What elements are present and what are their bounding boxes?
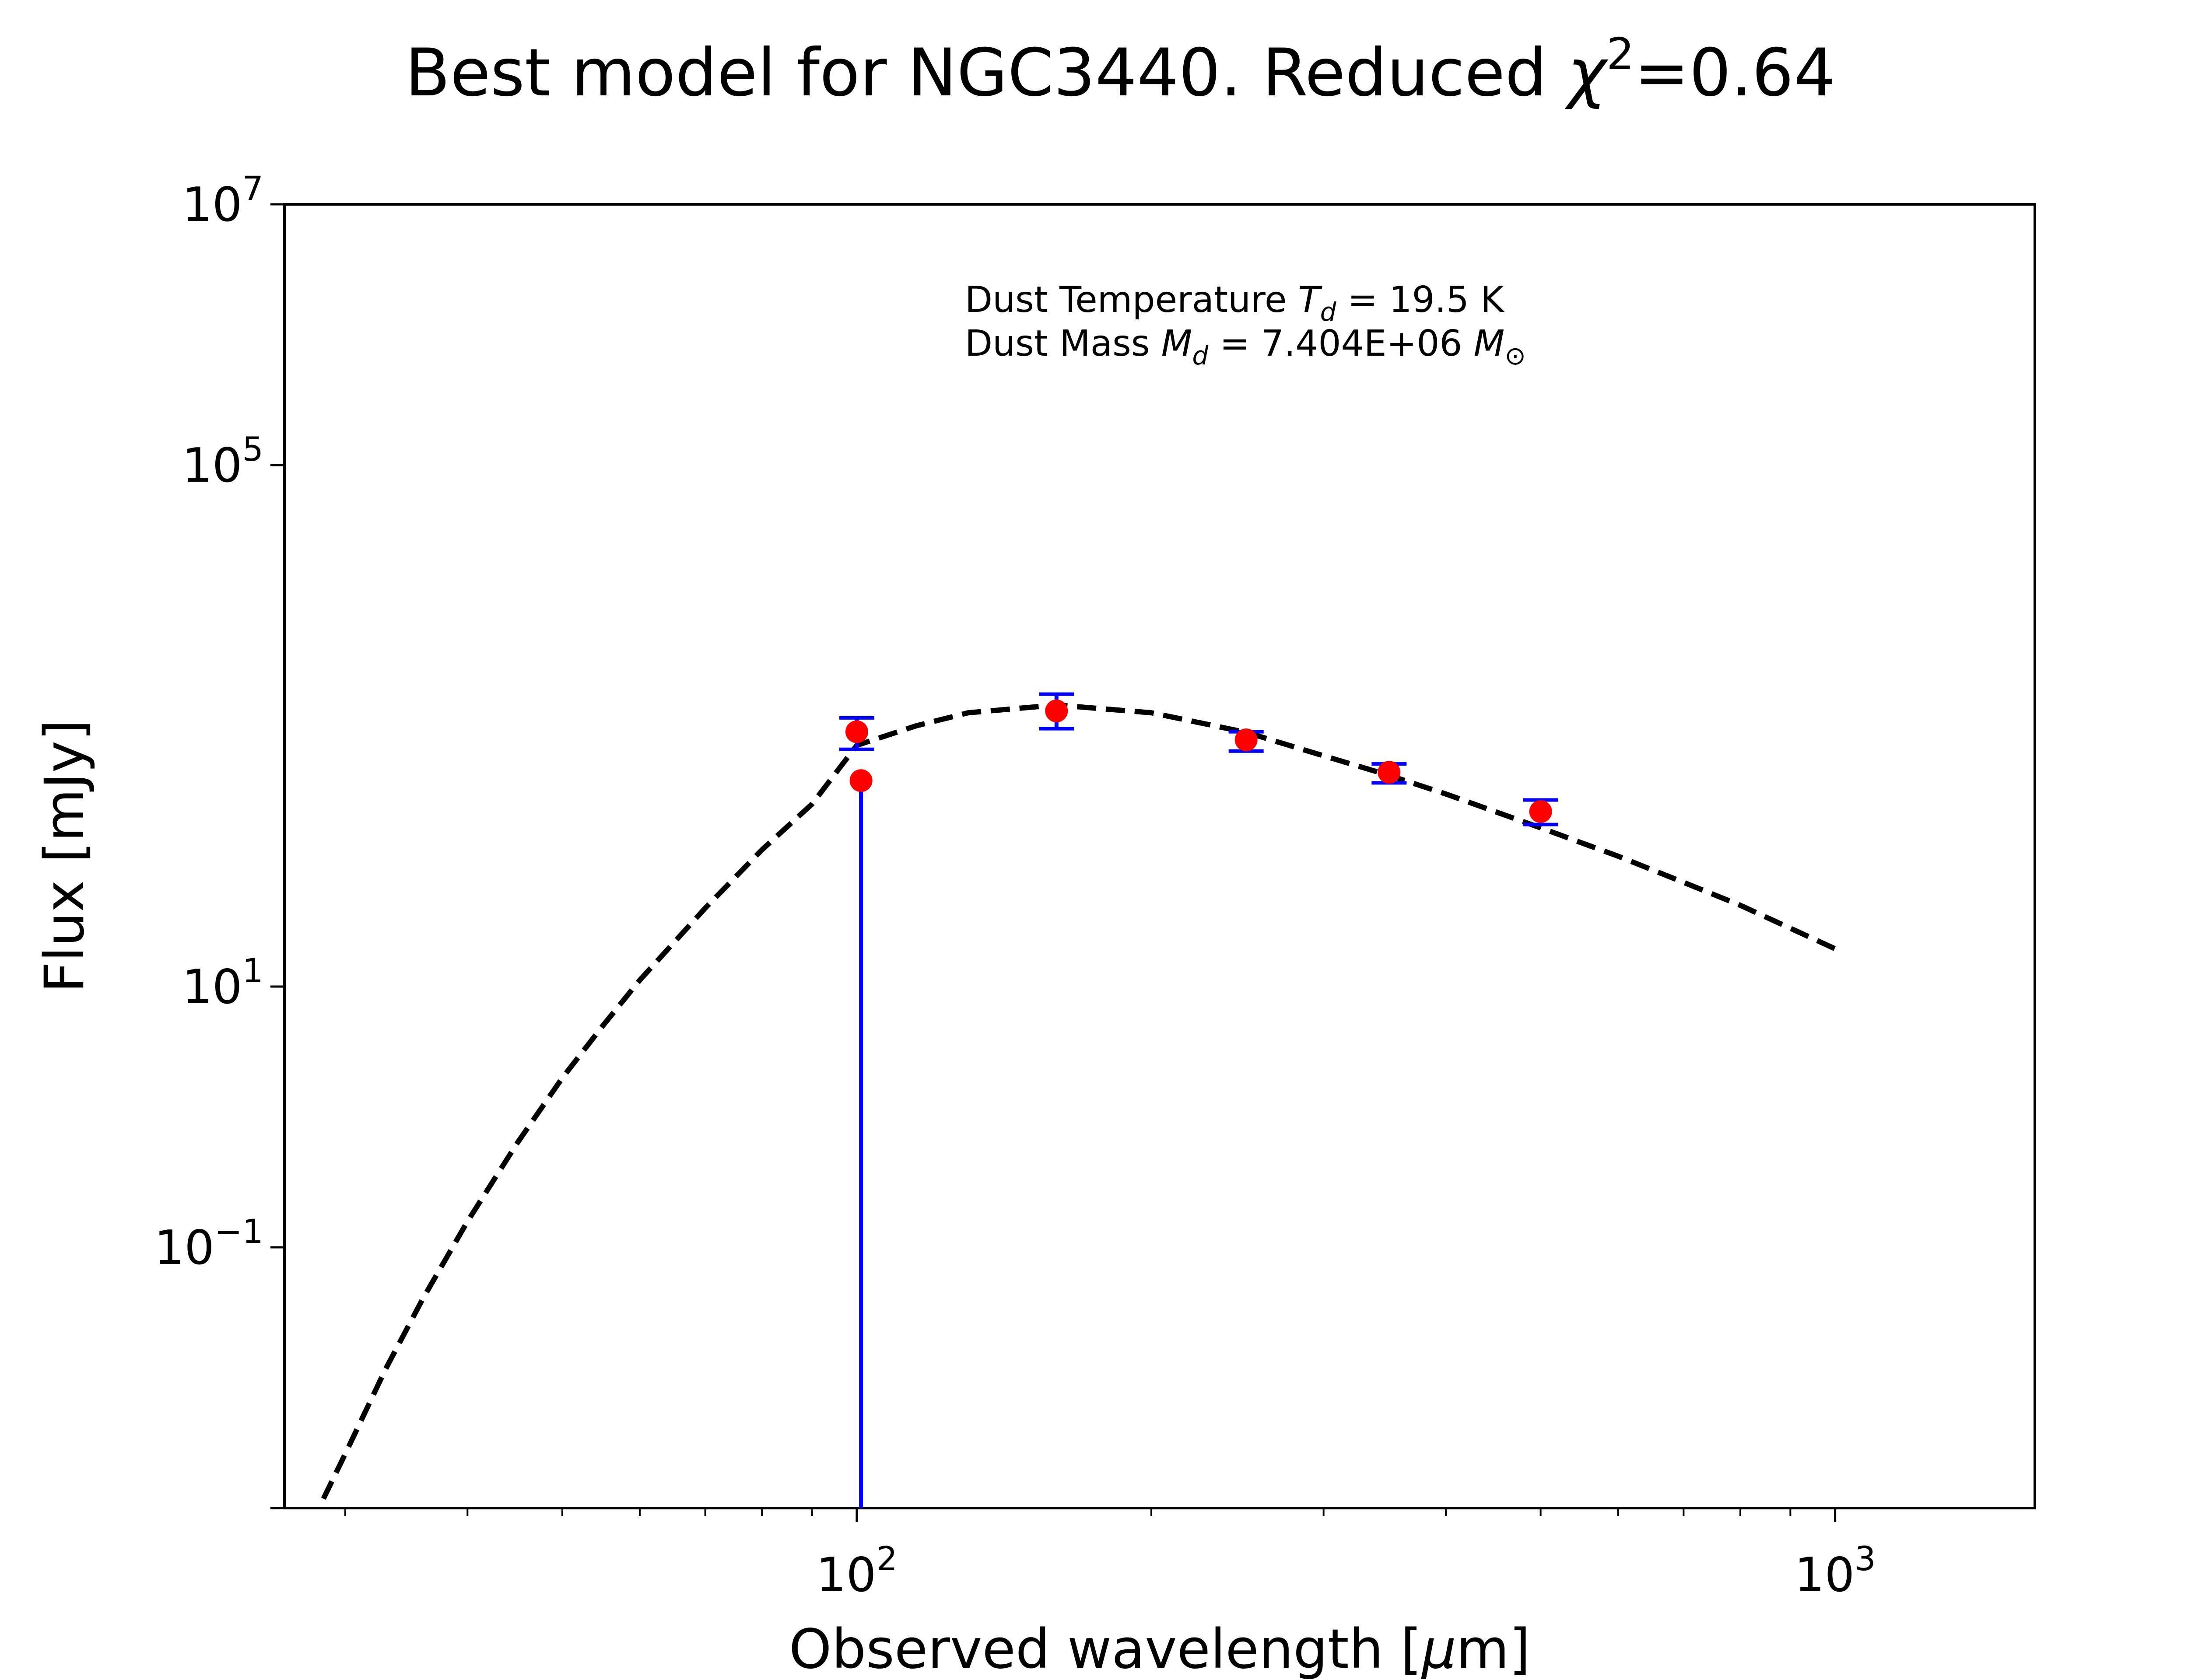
data-points-series (845, 700, 1552, 823)
x-axis-label-suffix: m] (1456, 1618, 1530, 1680)
y-tick-label-exponent: 1 (242, 951, 263, 990)
x-axis-label-prefix: Observed wavelength [ (789, 1618, 1422, 1680)
annotation-mass: Dust Mass Md = 7.404E+06 M⊙ (965, 323, 1526, 371)
model-curve-line (321, 702, 1837, 1500)
annotation-temperature-subscript: d (1320, 297, 1337, 327)
data-point (1378, 761, 1401, 784)
x-axis-ticks: 102 103 (344, 1508, 1876, 1603)
annotation-mass-symbol: M (1161, 323, 1192, 364)
x-tick-label-base: 10 (816, 1548, 876, 1603)
y-tick-label: 10−1 (154, 1212, 263, 1275)
data-point (1045, 700, 1068, 723)
y-tick-label-exponent: 7 (242, 169, 263, 208)
y-tick-label: 105 (182, 430, 263, 493)
annotation-temperature-symbol: T (1298, 279, 1323, 321)
plot-area-frame (283, 203, 2036, 1509)
annotation-temperature-suffix: = 19.5 K (1336, 279, 1504, 321)
annotation-mass-subscript: d (1192, 341, 1209, 371)
chart-title-prefix: Best model for NGC3440. Reduced (405, 35, 1568, 111)
data-point (1234, 728, 1258, 752)
chart-title-chi-exponent: 2 (1606, 28, 1634, 80)
y-tick-label: 101 (182, 951, 263, 1015)
annotation-temperature-prefix: Dust Temperature (965, 279, 1298, 321)
data-point (1529, 800, 1552, 823)
y-tick-label-base: 10 (154, 1221, 214, 1275)
x-tick-label-exponent: 3 (1855, 1539, 1876, 1578)
chart-title-chi: χ (1564, 35, 1609, 111)
y-tick-label-exponent: −1 (214, 1212, 263, 1251)
y-tick-label-base: 10 (182, 960, 242, 1015)
y-tick-label-base: 10 (182, 178, 242, 232)
data-point (845, 720, 868, 743)
annotation-mass-prefix: Dust Mass (965, 323, 1161, 364)
error-bars-series (839, 692, 1558, 1508)
x-axis-label-mu: μ (1421, 1618, 1456, 1680)
y-tick-label-base: 10 (182, 438, 242, 493)
annotation-mass-unit-symbol: M (1474, 323, 1505, 364)
annotation-mass-unit-subscript: ⊙ (1504, 341, 1526, 371)
x-tick-label: 103 (1795, 1539, 1876, 1603)
chart-title-suffix: =0.64 (1634, 35, 1836, 111)
data-point (849, 769, 873, 792)
annotation-mass-middle: = 7.404E+06 (1208, 323, 1474, 364)
x-tick-label: 102 (816, 1539, 898, 1603)
y-tick-label-exponent: 5 (242, 430, 263, 469)
y-tick-label: 107 (182, 169, 263, 232)
annotation-temperature: Dust Temperature Td = 19.5 K (965, 279, 1505, 327)
y-axis-label: Flux [mJy] (33, 720, 96, 993)
model-curve-series (321, 702, 1837, 1500)
x-tick-label-base: 10 (1795, 1548, 1855, 1603)
chart-title: Best model for NGC3440. Reduced χ2=0.64 (405, 28, 1836, 111)
x-axis-label: Observed wavelength [μm] (789, 1618, 1530, 1680)
x-tick-label-exponent: 2 (876, 1539, 897, 1578)
